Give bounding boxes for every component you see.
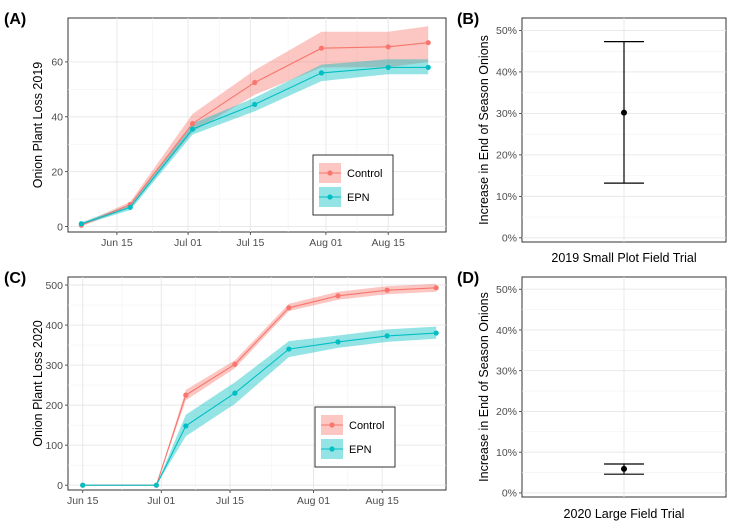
legend-box [312,154,394,216]
y-tick-label: 400 [45,320,63,332]
y-tick-label: 60 [51,57,63,69]
x-axis-title: 2019 Small Plot Field Trial [551,251,696,265]
y-axis-title: Onion Plant Loss 2019 [31,62,45,189]
y-tick-label: 20 [51,166,63,178]
series-line-control [82,287,437,486]
y-tick-label: 50% [496,25,517,37]
x-tick-label: Aug 01 [297,495,330,507]
data-point-epn [384,333,390,339]
panel-a: (A) 0 20 40 60 Jun 15 Jul 01 Jul 15 Aug 01 Aug 15… [4,11,447,249]
panel-b: (B) 0% 10% 20% 30% 40% 50% 2019 Small Plot Fiel… [457,11,727,265]
x-tick-label: Aug 15 [366,495,399,507]
data-point-epn [78,221,84,227]
y-tick-label: 100 [45,440,63,452]
y-tick-label: 0% [502,488,517,500]
legend-key-point [327,194,333,200]
x-tick-label: Aug 15 [372,237,405,249]
y-tick-label: 10% [496,191,517,203]
y-axis-title: Onion Plant Loss 2020 [31,320,45,447]
legend-label-epn: EPN [349,444,372,456]
y-axis-title: Increase in End of Season Onions [477,35,491,225]
y-tick-label: 50% [496,284,517,296]
data-point-epn [252,101,258,108]
x-tick-label: Jun 15 [101,237,133,249]
estimate-point [621,465,627,472]
x-tick-label: Jun 15 [67,495,99,507]
x-tick-label: Jul 15 [236,237,264,249]
y-tick-label: 30% [496,366,517,378]
data-point-epn [286,346,292,352]
x-tick-label: Jul 01 [174,237,202,249]
x-axis-title: 2020 Large Field Trial [564,507,685,521]
panel-label: (D) [457,270,479,287]
y-tick-label: 20% [496,150,517,162]
panel-label: (C) [4,270,26,287]
x-tick-label: Jul 01 [147,495,175,507]
series-line-epn [82,332,437,486]
panel-c: (C) 0 100 200 300 400 500 Jun 15 Jul 01 Jul 15 Aug… [4,270,447,507]
legend: Control EPN [314,406,396,468]
legend-box [314,406,396,468]
data-point-control [189,121,196,127]
y-tick-label: 30% [496,108,517,120]
legend-label-control: Control [349,420,384,432]
data-point-control [433,285,439,291]
legend: Control EPN [312,154,394,216]
y-tick-label: 10% [496,447,517,459]
y-tick-label: 500 [45,280,63,292]
data-point-epn [433,330,439,336]
x-tick-label: Aug 01 [309,237,342,249]
panel-d: (D) 0% 10% 20% 30% 40% 50% 2020 Large Field Tri… [457,270,727,521]
data-point-epn [232,390,238,396]
data-point-epn [318,70,325,76]
data-point-control [318,45,325,51]
data-point-control [385,44,391,50]
y-tick-label: 20% [496,406,517,418]
legend-key-point [329,446,335,452]
data-point-control [384,287,390,293]
data-point-epn [80,482,86,488]
data-point-control [335,293,341,299]
y-tick-label: 200 [45,400,63,412]
panel-label: (B) [457,11,479,28]
y-tick-label: 300 [45,360,63,372]
legend-label-control: Control [347,168,382,180]
data-point-control [252,79,258,86]
data-point-control [183,392,189,398]
legend-key-point [327,170,333,176]
y-tick-label: 0 [57,480,63,492]
panel-label: (A) [4,11,26,28]
data-point-epn [183,423,189,429]
y-tick-label: 0 [57,221,63,233]
y-tick-label: 40 [51,112,63,124]
x-tick-label: Jul 15 [216,495,244,507]
data-point-epn [153,482,159,488]
data-point-epn [189,126,196,132]
legend-label-epn: EPN [347,192,370,204]
estimate-point [621,109,627,116]
data-point-epn [127,204,133,210]
data-point-epn [425,64,431,70]
y-axis-title: Increase in End of Season Onions [477,292,491,482]
legend-key-point [329,422,335,428]
data-point-epn [335,339,341,345]
data-point-control [232,361,238,367]
y-tick-label: 40% [496,67,517,79]
y-tick-label: 40% [496,325,517,337]
data-point-control [286,305,292,311]
data-point-control [425,40,431,46]
data-point-epn [385,64,391,70]
y-tick-label: 0% [502,233,517,245]
